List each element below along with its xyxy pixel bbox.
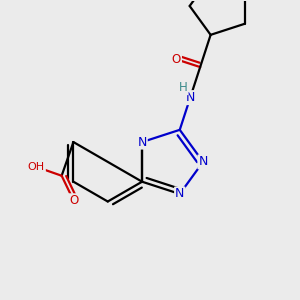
Text: N: N — [137, 136, 147, 148]
Text: O: O — [172, 53, 181, 66]
Text: N: N — [185, 91, 195, 104]
Text: H: H — [179, 81, 188, 94]
Text: O: O — [69, 194, 78, 207]
Text: OH: OH — [28, 162, 45, 172]
Text: N: N — [175, 188, 184, 200]
Text: N: N — [198, 155, 208, 168]
